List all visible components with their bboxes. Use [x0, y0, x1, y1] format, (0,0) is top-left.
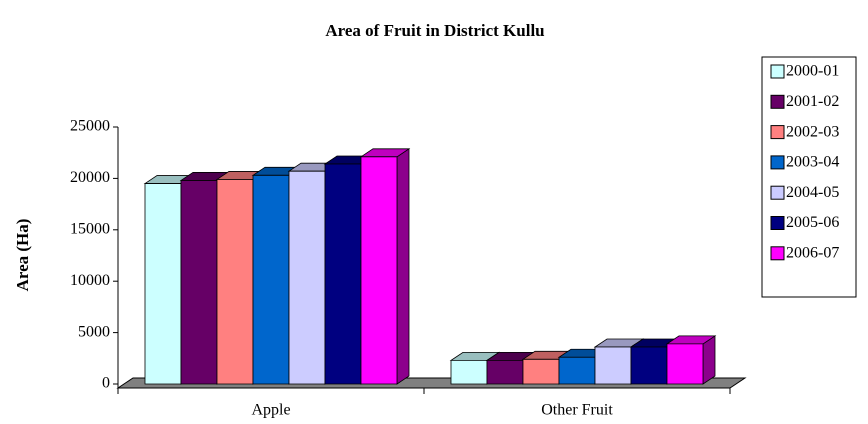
chart-title: Area of Fruit in District Kullu	[325, 21, 544, 40]
legend-label: 2000-01	[786, 63, 839, 80]
bar-front	[288, 170, 326, 385]
bar-front	[180, 180, 218, 385]
legend-swatch	[770, 216, 785, 230]
x-tick-label: Apple	[251, 402, 290, 419]
bar-front	[486, 359, 524, 385]
bar-front	[630, 346, 668, 385]
legend-swatch	[770, 64, 785, 79]
bar-front	[522, 358, 560, 385]
legend-label: 2004-05	[786, 184, 839, 201]
y-tick-label: 5000	[78, 323, 110, 340]
legend-label: 2005-06	[786, 214, 839, 231]
bar-front	[558, 356, 596, 385]
legend-swatch	[770, 94, 785, 109]
y-tick-label: 0	[102, 375, 110, 392]
bar-front	[252, 174, 290, 385]
y-tick-label: 25000	[70, 118, 110, 135]
bar	[359, 148, 411, 385]
x-tick-label: Other Fruit	[541, 402, 613, 419]
legend-label: 2003-04	[786, 154, 839, 171]
legend-swatch	[770, 246, 785, 261]
bar-front	[594, 346, 632, 385]
legend-swatch	[770, 155, 785, 170]
bar-side	[396, 148, 410, 385]
bar-front	[360, 156, 398, 385]
bar-front	[216, 179, 254, 385]
y-tick-label: 15000	[70, 220, 110, 237]
legend-swatch	[770, 185, 785, 200]
y-axis-label: Area (Ha)	[13, 219, 32, 292]
bar-front	[324, 163, 362, 385]
legend-label: 2001-02	[786, 93, 839, 110]
bar-front	[666, 343, 704, 385]
y-tick-label: 10000	[70, 272, 110, 289]
y-tick-label: 20000	[70, 169, 110, 186]
bar-front	[144, 183, 182, 385]
bar	[665, 335, 717, 385]
legend-label: 2002-03	[786, 123, 839, 140]
legend-swatch	[770, 125, 785, 140]
bar-front	[450, 359, 488, 385]
legend-label: 2006-07	[786, 244, 839, 261]
